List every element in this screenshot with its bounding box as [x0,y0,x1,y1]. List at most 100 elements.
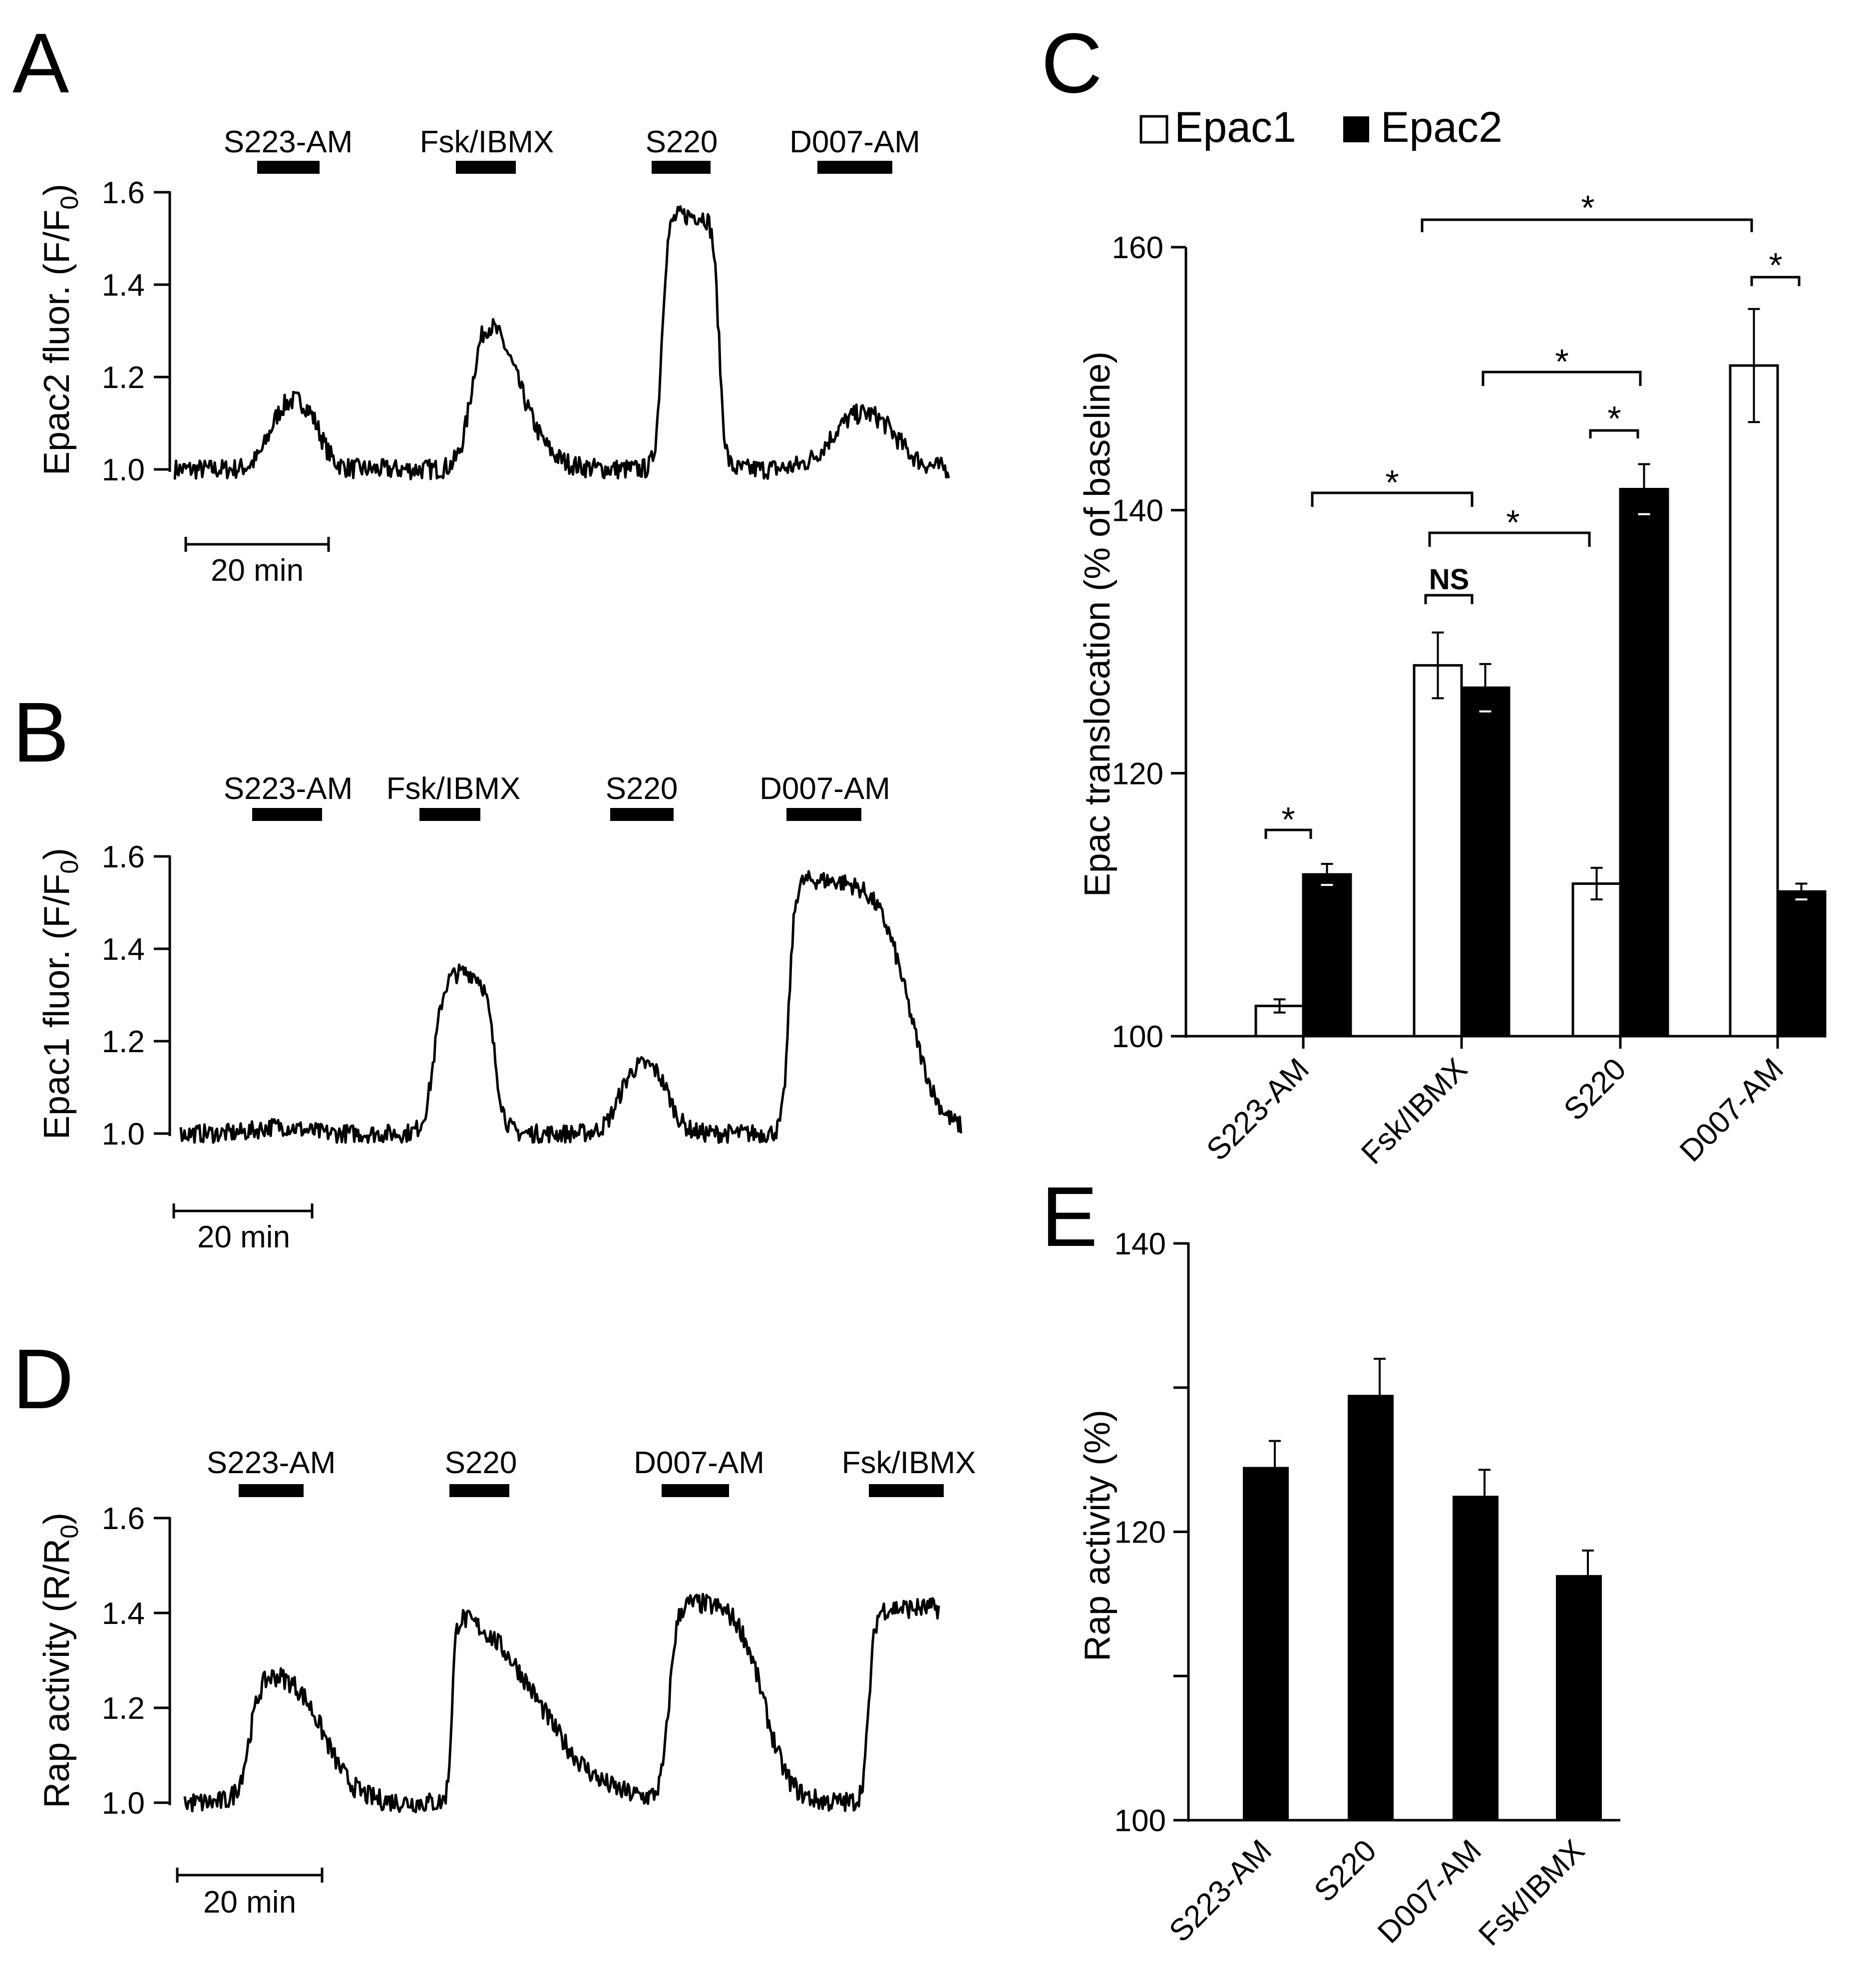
panel-e-y-tick-label: 120 [1115,1516,1166,1550]
panel-a-y-tick-label: 1.2 [102,361,145,395]
panel-a-treatment-label: Fsk/IBMX [420,125,554,159]
panel-a-y-label-main: Epac2 fluor. (F/F [37,210,77,475]
panel-b-treatment-bar [610,808,674,821]
panel-a-y-axis-label: Epac2 fluor. (F/F0) [37,184,83,475]
panel-c-y-ticks: 100 120 140 160 [1112,231,1186,1054]
bar-rap-s223-am [1243,1467,1289,1820]
panel-d-treatment-label: S223-AM [207,1446,336,1480]
legend-epac1-swatch [1139,115,1168,144]
panel-e-letter: E [1041,1170,1098,1264]
panel-b-letter: B [12,685,69,780]
panel-a: A S223-AM Fsk/IBMX S220 D007-AM 1.0 1.2 … [12,16,950,588]
panel-e-y-axis-label: Rap activity (%) [1078,1410,1118,1661]
panel-e: E 100 120 140 Rap activity (%) S223-AM S220… [1041,1170,1620,1953]
panel-a-y-tick-label: 1.4 [102,268,145,303]
legend-epac2-swatch [1343,116,1369,142]
bar-epac2-s220 [1619,488,1669,1038]
bar-epac1-d007-am [1729,364,1779,1038]
panel-d-y-tick-label: 1.4 [102,1596,145,1631]
panel-d-treatment-label: D007-AM [634,1446,764,1480]
panel-d: D S223-AM S220 D007-AM Fsk/IBMX 1.0 1.2 … [12,1332,976,1920]
bar-epac2-fsk-ibmx [1460,686,1510,1038]
panel-e-bars [1243,1358,1602,1820]
panel-b-y-label-sub: 0 [55,860,83,874]
panel-b-treatment-bar [786,808,861,821]
panel-d-treatment-bar [662,1484,729,1497]
panel-a-trace [173,205,950,480]
panel-c-x-tick-label: S223-AM [1200,1052,1316,1168]
sig-label: * [1581,188,1594,227]
panel-a-y-tick-label: 1.0 [102,453,145,487]
panel-d-y-tick-label: 1.2 [102,1691,145,1726]
panel-d-letter: D [12,1332,74,1427]
sig-bracket [1264,828,1312,839]
panel-d-scale-bar-label: 20 min [203,1885,296,1920]
panel-c-x-tick-label: S220 [1557,1052,1633,1127]
sig-label: * [1769,246,1782,285]
panel-b-treatment-label: Fsk/IBMX [386,772,521,806]
panel-e-y-tick-label: 140 [1115,1227,1166,1261]
panel-c-letter: C [1041,16,1103,111]
panel-b-treatment-bar [419,808,480,821]
sig-label: * [1607,399,1621,438]
panel-d-trace [183,1592,940,1814]
panel-a-treatment-label: S223-AM [224,125,353,159]
panel-b-y-label-tail: ) [37,848,77,860]
sig-label: * [1506,503,1519,542]
panel-a-y-label-sub: 0 [55,196,83,210]
panel-c-x-tick-labels: S223-AM Fsk/IBMX S220 D007-AM [1200,1052,1790,1171]
panel-c-x-tick-label: Fsk/IBMX [1355,1052,1474,1171]
panel-a-treatment-bar [456,161,516,174]
legend-epac1-label: Epac1 [1174,103,1296,151]
panel-e-y-tick-label: 100 [1115,1804,1166,1838]
panel-b-y-tick-label: 1.2 [102,1025,145,1059]
panel-b-y-axis-label: Epac1 fluor. (F/F0) [37,848,83,1140]
bar-epac1-fsk-ibmx [1413,664,1463,1038]
panel-d-y-tick-label: 1.6 [102,1502,145,1536]
panel-b-treatment-bar [252,808,322,821]
panel-b-y-tick-label: 1.6 [102,840,145,874]
panel-c-y-tick-label: 140 [1112,494,1163,528]
panel-b-scale-bar-label: 20 min [197,1220,290,1254]
panel-b-treatment-label: S220 [606,772,678,806]
panel-b-trace [179,870,962,1144]
panel-e-x-tick-label: D007-AM [1371,1833,1488,1950]
panel-c-y-axis-label: Epac translocation (% of baseline) [1078,352,1118,897]
sig-bracket [1482,371,1642,386]
panel-a-letter: A [12,16,69,111]
sig-bracket [1424,594,1474,604]
panel-d-treatment-bar [239,1484,304,1497]
panel-d-y-label-sub: 0 [55,1525,83,1539]
sig-label: * [1385,463,1399,502]
panel-d-treatment-label: S220 [445,1446,517,1480]
panel-e-x-tick-label: Fsk/IBMX [1472,1833,1591,1953]
bar-rap-fsk-ibmx [1556,1575,1602,1820]
bar-epac2-s223-am [1302,873,1352,1038]
sig-bracket [1311,491,1474,507]
panel-e-x-tick-label: S223-AM [1162,1833,1278,1949]
panel-a-treatment-bar [817,161,892,174]
panel-c: C Epac1 Epac2 100 120 140 160 Epac transloc… [1041,16,1827,1171]
panel-c-y-tick-label: 120 [1112,757,1163,791]
sig-bracket [1750,276,1801,286]
panel-c-bars [1254,308,1827,1049]
panel-c-y-tick-label: 100 [1112,1020,1163,1054]
panel-d-treatment-label: Fsk/IBMX [842,1446,976,1480]
sig-label: * [1555,342,1568,381]
panel-a-treatment-bar [257,161,320,174]
panel-b-y-tick-label: 1.4 [102,932,145,967]
bar-epac2-d007-am [1776,890,1827,1038]
panel-a-treatment-label: D007-AM [789,125,920,159]
panel-b-treatment-label: D007-AM [759,772,890,806]
panel-b-y-label-main: Epac1 fluor. (F/F [37,874,77,1140]
panel-b: B S223-AM Fsk/IBMX S220 D007-AM 1.0 1.2 … [12,685,962,1254]
sig-bracket [1428,531,1591,547]
panel-d-y-label-main: Rap activity (R/R [37,1539,77,1808]
panel-a-treatment-bar [652,161,711,174]
panel-d-treatment-bar [449,1484,509,1497]
bar-rap-d007-am [1453,1496,1499,1820]
panel-c-y-tick-label: 160 [1112,231,1163,265]
sig-label: NS [1429,563,1470,596]
